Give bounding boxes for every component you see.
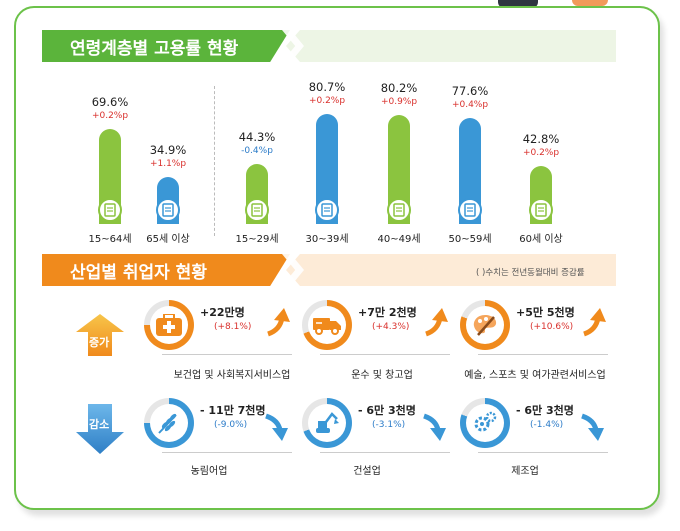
decoration-orange-tab	[572, 0, 608, 6]
trend-up-icon	[583, 308, 606, 337]
bar-value-label: 42.8%	[522, 131, 560, 146]
industry-value: +5만 5천명	[516, 306, 575, 319]
industry-value: +7만 2천명	[358, 306, 417, 319]
divider-line	[478, 354, 608, 355]
decrease-badge: 감소	[76, 404, 124, 454]
industry-increase-1: +22만명 (+8.1%)	[144, 300, 294, 370]
section2-title: 산업별 취업자 현황	[42, 254, 290, 286]
industry-value: - 11만 7천명	[200, 404, 266, 417]
section2-banner-tail	[286, 254, 616, 286]
excavator-icon	[316, 412, 339, 433]
divider-line	[320, 452, 450, 453]
progress-ring	[144, 398, 194, 448]
divider-line	[478, 452, 608, 453]
industry-pct: (-3.1%)	[372, 420, 406, 430]
bar-change-label: +0.2%p	[522, 147, 560, 158]
industry-decrease-3: - 6만 3천명 (-1.4%)	[460, 398, 610, 468]
bar-change-label: +0.2%p	[91, 111, 129, 122]
industry-pct: (+4.3%)	[372, 322, 410, 332]
document-icon	[245, 198, 269, 222]
industry-decrease-1: - 11만 7천명 (-9.0%)	[144, 398, 294, 468]
bar-value-label: 34.9%	[149, 142, 187, 157]
industry-decrease-2: - 6만 3천명 (-3.1%)	[302, 398, 452, 468]
bar-category-label: 60세 이상	[519, 234, 563, 245]
bar-category-label: 30~39세	[305, 234, 349, 245]
document-icon	[529, 198, 553, 222]
document-icon	[387, 198, 411, 222]
document-icon	[458, 198, 482, 222]
industry-value: - 6만 3천명	[516, 404, 574, 417]
bar-value-label: 77.6%	[451, 84, 489, 99]
bar-value-label: 80.7%	[308, 80, 346, 95]
industry-pct: (-1.4%)	[530, 420, 564, 430]
increase-badge: 증가	[76, 314, 124, 356]
document-icon	[315, 198, 339, 222]
bar-change-label: +0.9%p	[380, 96, 418, 107]
bar-category-label: 65세 이상	[146, 234, 190, 245]
progress-ring	[460, 300, 510, 350]
industry-pct: (+8.1%)	[214, 322, 252, 332]
document-icon	[156, 198, 180, 222]
progress-ring	[302, 300, 352, 350]
truck-icon	[313, 318, 341, 335]
first-aid-icon	[156, 314, 182, 336]
up-arrow-icon	[76, 314, 124, 356]
decrease-label: 감소	[89, 418, 110, 431]
divider-line	[162, 354, 292, 355]
chart-bar	[388, 114, 410, 224]
bar-category-label: 40~49세	[377, 234, 421, 245]
industry-increase-2: +7만 2천명 (+4.3%)	[302, 300, 452, 370]
bar-value-label: 69.6%	[91, 95, 129, 110]
progress-ring	[460, 398, 510, 448]
industry-name: 운수 및 창고업	[351, 370, 413, 381]
industry-pct: (+10.6%)	[530, 322, 574, 332]
gears-icon	[474, 411, 497, 432]
progress-ring	[144, 300, 194, 350]
section1-title: 연령계층별 고용률 현황	[42, 30, 290, 62]
palette-icon	[473, 315, 497, 336]
bar-change-label: +1.1%p	[149, 158, 187, 169]
progress-ring	[302, 398, 352, 448]
employment-rate-chart: 69.6% +0.2%p 15~64세 34.9% +1.1%p 65세 이상 44.3% -…	[0, 0, 680, 260]
industry-value: +22만명	[200, 306, 245, 319]
document-icon	[98, 198, 122, 222]
bar-change-label: +0.2%p	[308, 96, 346, 107]
chart-bar	[316, 114, 338, 224]
trend-up-icon	[267, 308, 290, 337]
wheat-icon	[158, 413, 177, 434]
industry-name: 예술, 스포츠 및 여가관련서비스업	[464, 370, 606, 381]
industry-increase-3: +5만 5천명 (+10.6%)	[460, 300, 610, 370]
industry-name: 보건업 및 사회복지서비스업	[173, 370, 291, 381]
chart-divider	[214, 86, 215, 236]
divider-line	[162, 452, 292, 453]
trend-down-icon	[265, 413, 288, 441]
section2-note: ( )수치는 전년동월대비 증감률	[476, 268, 585, 278]
bar-value-label: 44.3%	[238, 129, 276, 144]
trend-up-icon	[425, 308, 448, 337]
industry-name: 농림어업	[190, 466, 228, 477]
bar-category-label: 50~59세	[448, 234, 492, 245]
bar-category-label: 15~64세	[88, 234, 132, 245]
industry-pct: (-9.0%)	[214, 420, 248, 430]
chart-bar	[459, 118, 481, 224]
industry-value: - 6만 3천명	[358, 404, 416, 417]
trend-down-icon	[581, 413, 604, 441]
bar-value-label: 80.2%	[380, 80, 418, 95]
industry-name: 건설업	[353, 466, 381, 477]
bar-change-label: +0.4%p	[451, 100, 489, 111]
increase-label: 증가	[89, 336, 110, 349]
bar-category-label: 15~29세	[235, 234, 279, 245]
bar-change-label: -0.4%p	[241, 145, 273, 156]
decoration-dark-tab	[498, 0, 538, 8]
section1-banner-tail	[286, 30, 616, 62]
trend-down-icon	[423, 413, 446, 441]
divider-line	[320, 354, 450, 355]
down-arrow-icon	[76, 404, 124, 454]
industry-name: 제조업	[511, 466, 539, 477]
